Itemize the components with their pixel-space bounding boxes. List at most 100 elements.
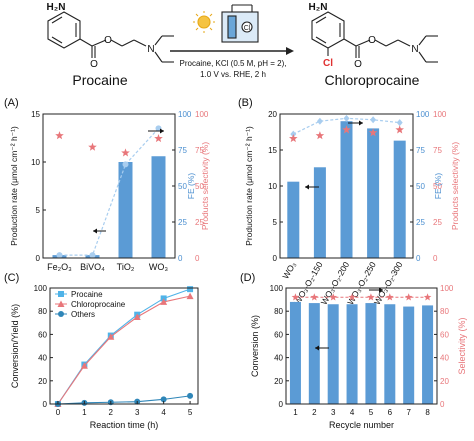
procaine-label: Procaine [72,72,127,88]
bar [287,181,300,258]
chloroprocaine-point [160,298,168,305]
x-tick-label: 4 [161,408,166,417]
x-tick-label: 0 [56,408,61,417]
axis-pointer-left-head [305,184,309,190]
legend-label: Others [71,310,95,319]
selectivity-tick-label: 0 [440,400,445,409]
legend-label: Chloroprocaine [71,300,126,309]
bar [365,303,377,404]
procaine-point [187,286,194,293]
panel-label: (D) [240,272,255,284]
selectivity-star [315,131,325,140]
chlorine-substituent: Cl [323,58,333,69]
y-tick-label: 20 [274,377,283,386]
fe-tick-label: 50 [416,182,425,191]
selectivity-tick-label: 60 [440,330,449,339]
series-line [57,295,191,405]
x-tick-label: BiVO₄ [80,262,105,272]
selectivity-star [342,125,351,134]
legend-marker [57,300,65,307]
bar [313,167,326,258]
y-tick-label: 60 [38,330,47,339]
selectivity-star [289,134,298,143]
selectivity-tick-label: 100 [433,110,447,119]
x-tick-label: 2 [312,408,317,417]
selectivity-tick-label: 50 [195,182,204,191]
selectivity-star [404,293,413,301]
selectivity-tick-label: 50 [433,182,442,191]
selectivity-tick-label: 100 [440,284,454,293]
fe-point [316,117,323,125]
legend-marker [58,291,64,297]
series-line [57,395,191,405]
legend-label: Procaine [71,290,103,299]
selectivity-tick-label: 25 [433,218,442,227]
fe-point [56,252,63,259]
y-tick-label: 80 [38,307,47,316]
chloroprocaine-carbonyl-o: O [354,59,362,70]
x-tick-label: 5 [188,408,193,417]
x-tick-label: 3 [331,408,336,417]
axis-pointer-right-head [160,128,164,134]
selectivity-axis-label: Products selectivity (%) [200,142,210,230]
fe-point [343,114,350,122]
y-tick-label: 15 [31,110,40,119]
fe-point [89,252,96,259]
y-tick-label: 40 [38,354,47,363]
sun-icon [193,11,215,33]
chloroprocaine-n: N [411,44,418,55]
selectivity-tick-label: 20 [440,377,449,386]
selectivity-tick-label: 40 [440,354,449,363]
reaction-scheme: H₂N O O N Procaine Cl Procaine, K [47,2,438,88]
y-axis-label: Conversion (%) [250,315,260,377]
fe-tick-label: 100 [416,110,430,119]
x-tick-label: 1 [293,408,298,417]
fe-axis-label: FE (%) [433,173,443,200]
selectivity-tick-label: 25 [195,218,204,227]
bar [367,128,380,258]
bar [422,305,434,404]
axis-pointer-right-head [379,287,383,293]
fe-tick-label: 25 [178,218,187,227]
procaine-amine-label: H₂N [47,2,66,13]
y-tick-label: 0 [43,400,48,409]
y-tick-label: 20 [268,110,277,119]
x-tick-label: 7 [406,408,411,417]
bar [340,121,353,258]
selectivity-tick-label: 100 [195,110,209,119]
conditions-line-2: 1.0 V vs. RHE, 2 h [200,70,266,79]
x-tick-label: 3 [135,408,140,417]
y-tick-label: 100 [270,284,284,293]
x-axis-label: Reaction time (h) [90,420,159,430]
bar [289,301,301,404]
legend-marker [58,311,64,317]
y-tick-label: 20 [38,377,47,386]
bar [327,304,339,404]
plot-frame [49,287,199,405]
panel-d: 0 20 40 60 80 100 0 20 40 60 80 100 1 2 3 4 5 6 7 8 Recycle … [240,272,467,430]
bar [403,306,415,404]
electrochemical-cell-icon: Cl [221,4,259,43]
selectivity-star [55,131,64,140]
y-tick-label: 60 [274,330,283,339]
selectivity-star [423,293,432,301]
reaction-arrowhead [286,47,294,55]
fe-tick-label: 0 [416,254,421,263]
x-tick-label: WO₃ [149,262,168,272]
selectivity-axis-label: Selectivity (%) [457,317,467,374]
selectivity-tick-label: 0 [195,254,200,263]
procaine-structure [47,11,174,63]
y-tick-label: 0 [36,254,41,263]
conditions-line-1: Procaine, KCl (0.5 M, pH = 2), [180,59,287,68]
panel-c: 0 20 40 60 80 100 0 1 2 3 4 5 Reaction time (h) Conve… [4,272,199,430]
procaine-n: N [147,44,154,55]
panel-a: 0 5 10 15 0 25 50 75 100 Fe₂O₃ BiVO₄ TiO₂ WO₃ Product… [4,97,210,272]
selectivity-tick-label: 0 [433,254,438,263]
chloroprocaine-amine-label: H₂N [309,2,328,13]
fe-tick-label: 0 [178,254,183,263]
y-axis-label: Production rate (μmol cm⁻² h⁻¹) [244,126,254,246]
selectivity-star [348,293,356,301]
axis-pointer-left-head [315,345,319,351]
y-tick-label: 5 [273,218,278,227]
y-axis-label: Production rate (μmol cm⁻² h⁻¹) [9,126,19,246]
